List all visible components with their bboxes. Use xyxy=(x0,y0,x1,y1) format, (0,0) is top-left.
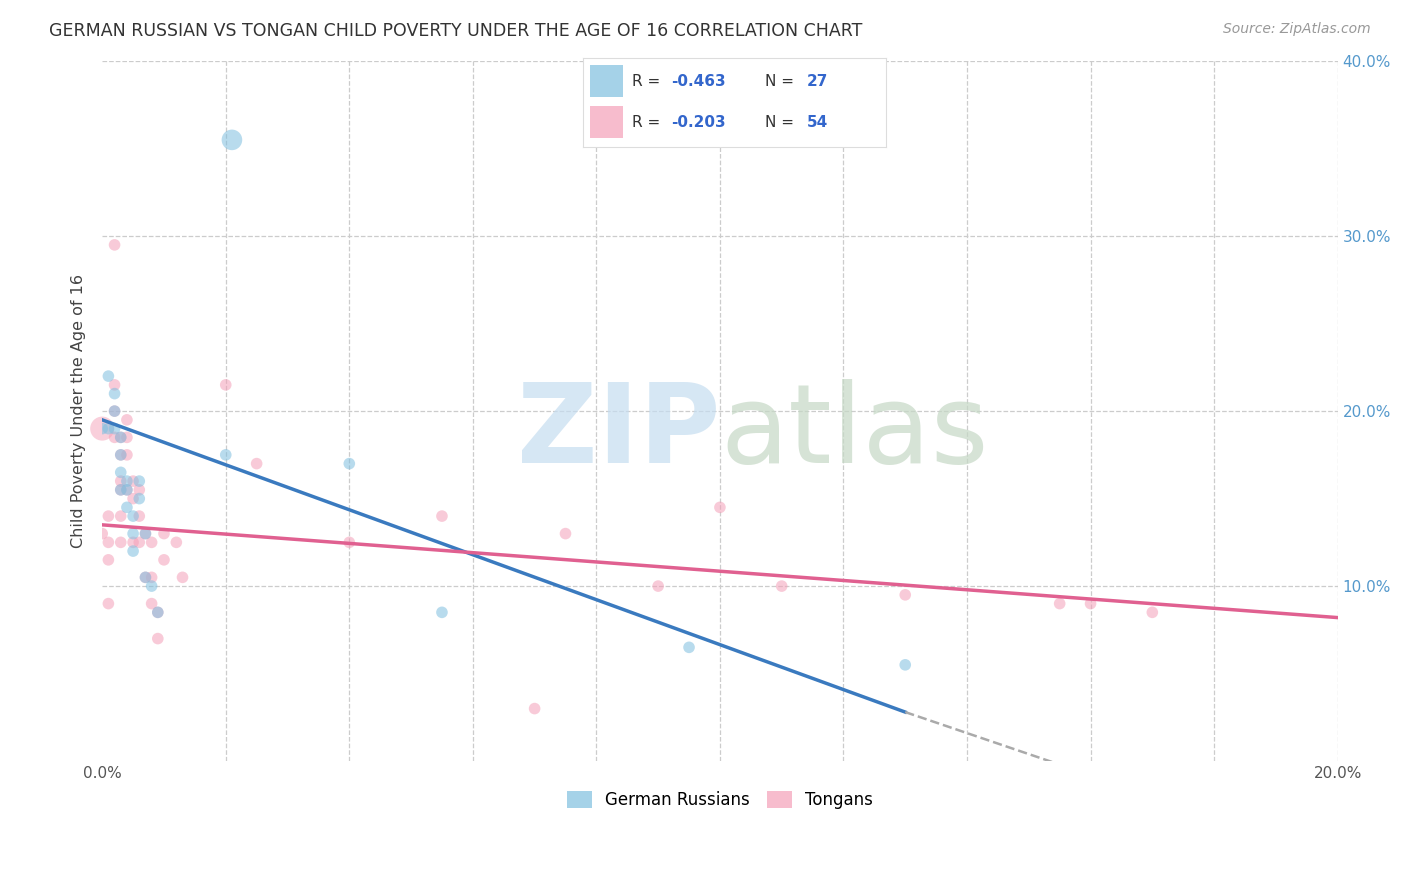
Point xyxy=(110,483,132,497)
Y-axis label: Child Poverty Under the Age of 16: Child Poverty Under the Age of 16 xyxy=(72,274,86,548)
Point xyxy=(122,491,145,506)
Point xyxy=(134,570,156,584)
Point xyxy=(122,509,145,524)
Bar xyxy=(589,106,623,138)
Point xyxy=(1142,605,1164,619)
Legend: German Russians, Tongans: German Russians, Tongans xyxy=(560,784,880,816)
Text: GERMAN RUSSIAN VS TONGAN CHILD POVERTY UNDER THE AGE OF 16 CORRELATION CHART: GERMAN RUSSIAN VS TONGAN CHILD POVERTY U… xyxy=(49,22,863,40)
Point xyxy=(141,579,163,593)
Point xyxy=(246,457,269,471)
Point xyxy=(115,483,138,497)
Point xyxy=(1049,597,1071,611)
Bar xyxy=(589,65,623,97)
Point xyxy=(128,491,150,506)
Point xyxy=(110,535,132,549)
Point xyxy=(153,526,176,541)
Point xyxy=(165,535,187,549)
Point xyxy=(115,474,138,488)
Point xyxy=(115,430,138,444)
Point xyxy=(122,474,145,488)
Text: 54: 54 xyxy=(807,115,828,129)
Point xyxy=(141,597,163,611)
Point xyxy=(709,500,731,515)
Point xyxy=(91,526,114,541)
Point xyxy=(97,597,120,611)
Point xyxy=(128,474,150,488)
Point xyxy=(110,474,132,488)
Text: N =: N = xyxy=(765,74,799,88)
Point xyxy=(97,535,120,549)
Point xyxy=(337,457,360,471)
Point xyxy=(146,605,169,619)
Point xyxy=(770,579,793,593)
Point xyxy=(678,640,700,655)
Point xyxy=(128,483,150,497)
Text: -0.203: -0.203 xyxy=(671,115,725,129)
Point xyxy=(134,526,156,541)
Point xyxy=(122,544,145,558)
Point xyxy=(128,509,150,524)
Point xyxy=(110,466,132,480)
Point xyxy=(523,701,546,715)
Point xyxy=(103,377,125,392)
Point xyxy=(91,422,114,436)
Text: -0.463: -0.463 xyxy=(671,74,725,88)
Point xyxy=(172,570,194,584)
Point xyxy=(110,430,132,444)
Point xyxy=(115,448,138,462)
Point xyxy=(337,535,360,549)
Point xyxy=(115,500,138,515)
Text: R =: R = xyxy=(631,74,665,88)
Point xyxy=(115,413,138,427)
Text: atlas: atlas xyxy=(720,378,988,485)
Point xyxy=(141,535,163,549)
Point xyxy=(103,404,125,418)
Point xyxy=(91,422,114,436)
Point xyxy=(430,605,453,619)
Point xyxy=(221,133,243,147)
Point xyxy=(103,386,125,401)
Point xyxy=(103,430,125,444)
Point xyxy=(146,632,169,646)
Point xyxy=(97,422,120,436)
Point xyxy=(115,483,138,497)
Point xyxy=(1080,597,1102,611)
Point xyxy=(110,509,132,524)
Point xyxy=(97,369,120,384)
Text: 27: 27 xyxy=(807,74,828,88)
Point xyxy=(215,448,238,462)
Point xyxy=(215,377,238,392)
Point xyxy=(97,509,120,524)
Text: N =: N = xyxy=(765,115,799,129)
Point xyxy=(134,526,156,541)
Text: Source: ZipAtlas.com: Source: ZipAtlas.com xyxy=(1223,22,1371,37)
Point xyxy=(122,535,145,549)
Point xyxy=(97,553,120,567)
Point xyxy=(430,509,453,524)
Point xyxy=(647,579,669,593)
Point xyxy=(554,526,576,541)
Point xyxy=(103,422,125,436)
Point xyxy=(141,570,163,584)
Point xyxy=(110,448,132,462)
Point xyxy=(110,430,132,444)
Point xyxy=(153,553,176,567)
Point xyxy=(894,588,917,602)
Text: R =: R = xyxy=(631,115,665,129)
Point xyxy=(128,535,150,549)
Point xyxy=(103,404,125,418)
Point xyxy=(122,526,145,541)
Text: ZIP: ZIP xyxy=(516,378,720,485)
Point xyxy=(110,448,132,462)
Point xyxy=(134,570,156,584)
Point xyxy=(894,657,917,672)
Point xyxy=(146,605,169,619)
Point xyxy=(110,483,132,497)
Point xyxy=(103,238,125,252)
